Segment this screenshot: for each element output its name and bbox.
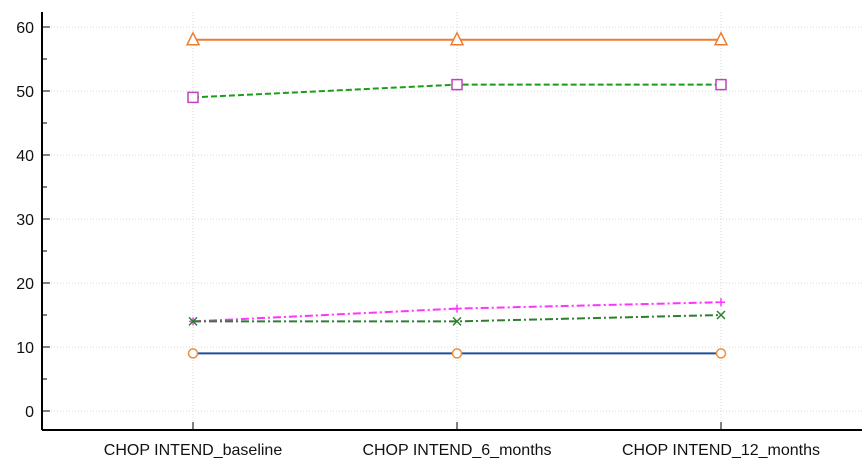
series-2 xyxy=(187,78,727,104)
y-tick-label: 30 xyxy=(16,212,34,229)
y-tick-label: 0 xyxy=(25,404,34,421)
y-tick-label: 20 xyxy=(16,276,34,293)
x-tick-label: CHOP INTEND_6_months xyxy=(362,442,551,459)
x-tick-label: CHOP INTEND_12_months xyxy=(622,442,820,459)
grid-lines xyxy=(42,12,862,430)
y-tick-label: 40 xyxy=(16,148,34,165)
data-point xyxy=(715,78,727,91)
data-point xyxy=(188,316,198,326)
data-point xyxy=(449,31,465,46)
data-point xyxy=(716,310,726,320)
data-point xyxy=(713,31,729,46)
data-point xyxy=(717,298,725,307)
y-tick-label: 60 xyxy=(16,20,34,37)
data-point xyxy=(187,91,199,104)
data-point xyxy=(451,348,463,359)
y-axis-ticks: 0 10 20 30 40 50 60 xyxy=(16,20,50,421)
data-point xyxy=(451,78,463,91)
x-axis-ticks: CHOP INTEND_baseline CHOP INTEND_6_months… xyxy=(104,422,820,459)
series-5 xyxy=(187,348,727,359)
series-4 xyxy=(188,310,726,326)
data-point xyxy=(185,31,201,46)
data-point xyxy=(715,348,727,359)
x-tick-label: CHOP INTEND_baseline xyxy=(104,442,283,459)
y-tick-label: 10 xyxy=(16,340,34,357)
y-tick-label: 50 xyxy=(16,84,34,101)
axes xyxy=(41,12,862,431)
data-point xyxy=(187,348,199,359)
series-layer xyxy=(185,31,729,359)
data-point xyxy=(452,316,462,326)
data-point xyxy=(453,304,461,313)
series-1 xyxy=(185,31,729,46)
